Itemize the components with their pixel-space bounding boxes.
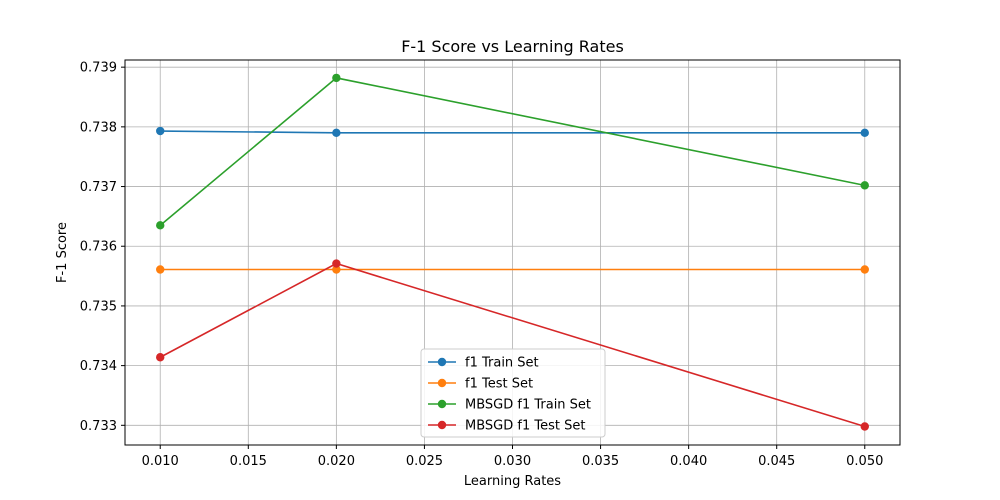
data-point [860, 181, 869, 190]
data-point [156, 221, 165, 230]
legend: f1 Train Set f1 Test Set MBSGD f1 Train Se… [420, 348, 606, 438]
y-tick-label: 0.739 [80, 61, 117, 76]
chart-title: F-1 Score vs Learning Rates [401, 37, 624, 56]
legend-item: f1 Test Set [428, 377, 533, 392]
x-axis-title: Learning Rates [464, 474, 561, 489]
y-tick-label: 0.737 [80, 180, 117, 195]
series-0 [156, 126, 869, 138]
legend-box [420, 348, 606, 438]
y-tick-label: 0.734 [80, 359, 117, 374]
data-point [332, 265, 341, 274]
x-axis-ticks: 0.010 0.015 0.020 0.025 0.030 0.035 0.040 0.045… [142, 445, 883, 469]
series-2 [156, 73, 869, 230]
legend-label: MBSGD f1 Train Set [465, 398, 591, 413]
legend-label: f1 Train Set [465, 356, 539, 371]
y-tick-label: 0.736 [80, 240, 117, 255]
x-tick-label: 0.050 [846, 454, 883, 469]
series-1 [156, 265, 869, 274]
y-axis-ticks: 0.733 0.734 0.735 0.736 0.737 0.738 0.739 [80, 61, 125, 434]
x-tick-label: 0.020 [318, 454, 355, 469]
legend-label: f1 Test Set [465, 377, 533, 392]
x-tick-label: 0.025 [406, 454, 443, 469]
series-layer [156, 73, 869, 431]
y-axis-title: F-1 Score [55, 222, 70, 283]
data-point [332, 73, 341, 83]
legend-marker [437, 378, 447, 388]
legend-marker [437, 357, 447, 367]
data-point [860, 128, 869, 138]
x-tick-label: 0.010 [142, 454, 179, 469]
y-tick-label: 0.738 [80, 120, 117, 135]
y-tick-label: 0.735 [80, 299, 117, 314]
x-tick-label: 0.040 [670, 454, 707, 469]
data-point [332, 259, 341, 268]
legend-item: f1 Train Set [428, 356, 539, 371]
x-tick-label: 0.015 [230, 454, 267, 469]
data-point [860, 422, 869, 431]
legend-item: MBSGD f1 Test Set [428, 419, 585, 434]
data-point [156, 126, 165, 136]
y-tick-label: 0.733 [80, 419, 117, 434]
legend-marker [437, 399, 447, 409]
data-point [156, 265, 165, 274]
legend-label: MBSGD f1 Test Set [465, 419, 585, 434]
data-point [332, 128, 341, 138]
x-tick-label: 0.035 [582, 454, 619, 469]
legend-marker [437, 420, 447, 430]
x-tick-label: 0.045 [758, 454, 795, 469]
data-point [156, 353, 165, 362]
data-point [860, 265, 869, 274]
x-tick-label: 0.030 [494, 454, 531, 469]
series-3 [156, 259, 869, 431]
legend-item: MBSGD f1 Train Set [428, 398, 591, 413]
